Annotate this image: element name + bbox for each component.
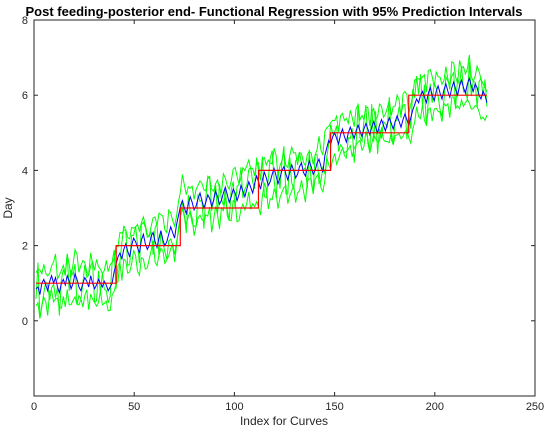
chart-title: Post feeding-posterior end- Functional R… — [26, 4, 523, 19]
x-tick-label: 0 — [31, 401, 37, 413]
y-tick-label: 4 — [22, 165, 28, 177]
lower-interval-line — [35, 96, 488, 319]
y-tick-label: 2 — [22, 241, 28, 253]
x-tick-label: 50 — [128, 401, 140, 413]
x-tick-label: 100 — [225, 401, 243, 413]
sample-curve-line — [35, 61, 488, 319]
y-axis-label: Day — [1, 197, 15, 218]
plot-frame — [33, 19, 536, 397]
x-axis-ticks: 0 50 100 150 200 250 — [31, 20, 544, 413]
x-tick-label: 200 — [426, 401, 444, 413]
y-tick-label: 8 — [22, 15, 28, 27]
y-tick-label: 6 — [22, 90, 28, 102]
prediction-line — [35, 76, 488, 295]
x-tick-label: 150 — [325, 401, 343, 413]
y-axis-ticks: 0 2 4 6 8 — [22, 15, 535, 328]
plot-area — [33, 19, 536, 397]
y-tick-label: 0 — [22, 316, 28, 328]
x-tick-label: 250 — [526, 401, 544, 413]
series-group — [35, 54, 488, 319]
x-axis-label: Index for Curves — [240, 414, 328, 428]
true-day-step-line — [36, 94, 487, 284]
